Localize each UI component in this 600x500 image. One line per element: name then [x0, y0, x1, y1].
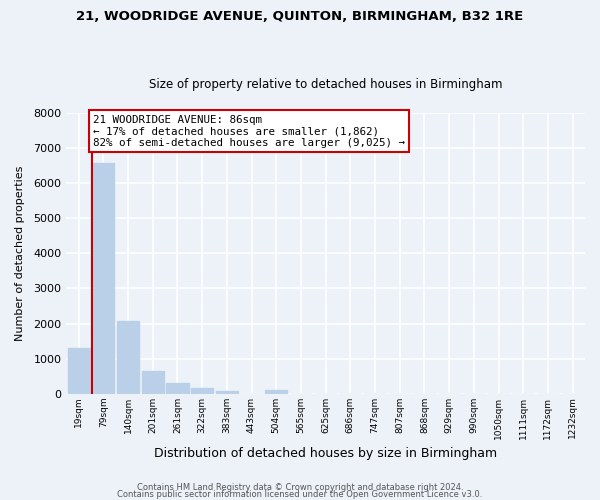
Title: Size of property relative to detached houses in Birmingham: Size of property relative to detached ho…: [149, 78, 502, 91]
Bar: [216, 391, 238, 394]
Bar: [68, 348, 90, 394]
Text: Contains HM Land Registry data © Crown copyright and database right 2024.: Contains HM Land Registry data © Crown c…: [137, 484, 463, 492]
Y-axis label: Number of detached properties: Number of detached properties: [15, 166, 25, 341]
Text: 21, WOODRIDGE AVENUE, QUINTON, BIRMINGHAM, B32 1RE: 21, WOODRIDGE AVENUE, QUINTON, BIRMINGHA…: [76, 10, 524, 23]
X-axis label: Distribution of detached houses by size in Birmingham: Distribution of detached houses by size …: [154, 447, 497, 460]
Bar: [92, 163, 115, 394]
Bar: [265, 390, 287, 394]
Text: Contains public sector information licensed under the Open Government Licence v3: Contains public sector information licen…: [118, 490, 482, 499]
Bar: [166, 383, 188, 394]
Bar: [117, 321, 139, 394]
Bar: [191, 388, 213, 394]
Bar: [142, 372, 164, 394]
Text: 21 WOODRIDGE AVENUE: 86sqm
← 17% of detached houses are smaller (1,862)
82% of s: 21 WOODRIDGE AVENUE: 86sqm ← 17% of deta…: [93, 115, 405, 148]
